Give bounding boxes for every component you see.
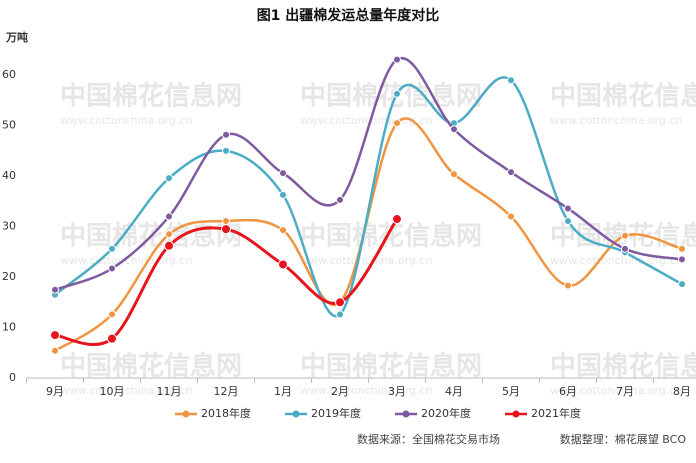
legend-label: 2018年度 [201,406,251,420]
data-point [507,212,515,221]
watermark-url: www.cottonchina.org.cn [60,114,192,127]
data-point [336,310,344,319]
data-point [164,240,174,251]
legend-label: 2019年度 [311,406,361,420]
legend-marker [402,410,410,418]
x-tick-label: 6月 [559,385,577,398]
watermark-url: www.cottonchina.org.cn [550,114,682,127]
y-tick-label: 30 [2,220,16,233]
watermarks: 中国棉花信息网 www.cottonchina.org.cn 中国棉花信息网 www.… [60,81,696,398]
data-point [678,255,686,264]
watermark-url: www.cottonchina.org.cn [60,384,192,397]
data-point [51,346,59,355]
data-point [621,231,629,240]
x-tick-label: 3月 [388,385,406,398]
data-point [335,297,345,308]
x-tick-label: 1月 [274,385,292,398]
watermark: 中国棉花信息网 [300,351,482,382]
data-point [165,230,173,239]
y-tick-label: 20 [2,270,16,283]
data-point [507,76,515,85]
watermark: 中国棉花信息网 [60,351,242,382]
x-tick-label: 2月 [331,385,349,398]
data-point [165,212,173,221]
data-point [507,168,515,177]
data-point [678,244,686,253]
watermark: 中国棉花信息网 [550,81,696,112]
x-tick-label: 8月 [673,385,691,398]
legend-marker [512,410,520,418]
x-tick-label: 4月 [445,385,463,398]
data-point [392,214,402,225]
legend-label: 2020年度 [421,406,471,420]
data-point [108,310,116,319]
watermark-url: www.cottonchina.org.cn [550,254,682,267]
watermark: 中国棉花信息网 [60,81,242,112]
watermark: 中国棉花信息网 [550,351,696,382]
x-tick-label: 5月 [502,385,520,398]
data-point [336,195,344,204]
watermark-url: www.cottonchina.org.cn [300,254,432,267]
legend-label: 2021年度 [531,406,581,420]
data-point [450,170,458,179]
y-tick-label: 40 [2,169,16,182]
source: 数据来源：全国棉花交易市场 [357,432,500,446]
watermark-url: www.cottonchina.org.cn [60,254,192,267]
data-point [621,244,629,253]
data-point [279,226,287,235]
watermark-url: www.cottonchina.org.cn [300,384,432,397]
x-tick-label: 10月 [100,385,125,398]
x-tick-label: 9月 [46,385,64,398]
data-point [564,281,572,290]
y-axis-label: 万吨 [5,30,28,44]
y-tick-label: 10 [2,321,16,334]
data-point [108,244,116,253]
data-point [165,174,173,183]
data-point [393,119,401,128]
data-point [278,259,288,270]
data-point [222,146,230,155]
data-point [222,130,230,139]
data-point [279,190,287,199]
x-tick-label: 12月 [214,385,239,398]
data-point [279,169,287,178]
data-point [393,55,401,64]
x-tick-label: 11月 [157,385,182,398]
chart-title: 图1 出疆棉发运总量年度对比 [257,7,440,24]
data-point [108,264,116,273]
data-point [564,204,572,213]
x-tick-label: 7月 [616,385,634,398]
data-point [222,217,230,226]
data-point [221,224,231,235]
data-point [51,285,59,294]
data-point [450,125,458,134]
data-point [50,330,60,341]
watermark-url: www.cottonchina.org.cn [550,384,682,397]
y-tick-label: 60 [2,68,16,81]
legend-marker [292,410,300,418]
data-point [564,217,572,226]
data-point [678,280,686,289]
watermark: 中国棉花信息网 [300,221,482,252]
y-tick-label: 50 [2,119,16,132]
credit: 数据整理：棉花展望 BCO [560,432,687,446]
data-point [107,333,117,344]
legend-marker [182,410,190,418]
data-point [393,89,401,98]
y-tick-label: 0 [9,371,16,384]
